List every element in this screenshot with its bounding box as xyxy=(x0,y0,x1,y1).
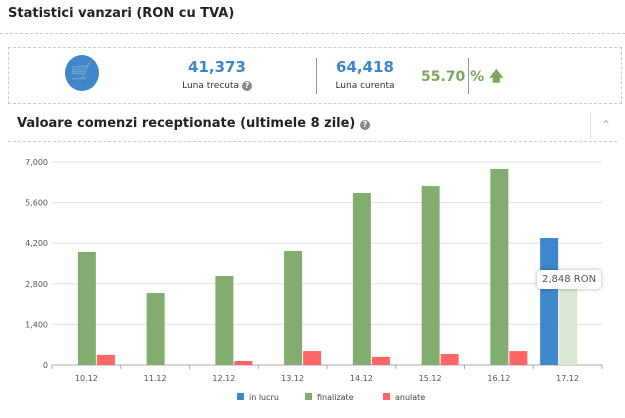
change-value: 55.70 % xyxy=(421,69,485,85)
y-tick-label: 1,400 xyxy=(25,320,48,329)
last-month-stat: 41,373 Luna trecuta ? xyxy=(157,58,277,91)
legend-swatch xyxy=(237,393,244,400)
x-tick-label: 14.12 xyxy=(350,374,373,383)
separator xyxy=(316,58,317,94)
section-title: Valoare comenzi receptionate (ultimele 8… xyxy=(17,116,370,131)
bar-finalizate xyxy=(559,282,578,365)
bar-finalizate xyxy=(146,293,165,365)
section-title-text: Valoare comenzi receptionate (ultimele 8… xyxy=(17,116,356,131)
y-tick-label: 7,000 xyxy=(25,158,48,167)
x-tick-label: 11.12 xyxy=(144,374,167,383)
bar-finalizate xyxy=(421,186,440,365)
current-month-value: 64,418 xyxy=(336,58,394,76)
page-title: Statistici vanzari (RON cu TVA) xyxy=(8,6,235,21)
x-tick-label: 13.12 xyxy=(281,374,304,383)
bar-finalizate xyxy=(215,275,234,365)
separator xyxy=(468,58,469,94)
help-icon[interactable]: ? xyxy=(241,81,252,91)
legend-swatch xyxy=(383,393,390,400)
bar-in-lucru xyxy=(540,237,559,365)
last-month-value: 41,373 xyxy=(188,58,246,76)
y-tick-label: 5,600 xyxy=(25,199,48,208)
bar-finalizate xyxy=(352,193,371,365)
bar-anulate xyxy=(440,353,459,365)
bar-anulate xyxy=(303,351,322,365)
divider xyxy=(0,33,625,34)
x-tick-label: 12.12 xyxy=(212,374,235,383)
x-tick-label: 17.12 xyxy=(556,374,579,383)
bar-anulate xyxy=(234,360,253,365)
bar-finalizate xyxy=(284,251,303,365)
last-month-label: Luna trecuta xyxy=(182,81,240,91)
arrow-up-icon: 🡅 xyxy=(489,69,504,85)
x-tick-label: 16.12 xyxy=(487,374,510,383)
legend-label: in lucru xyxy=(249,393,279,402)
bar-anulate xyxy=(509,351,528,365)
current-month-stat: 64,418 Luna curenta xyxy=(305,58,425,91)
chart-tooltip: 2,848 RON xyxy=(537,270,602,289)
y-tick-label: 4,200 xyxy=(25,239,48,248)
x-tick-label: 10.12 xyxy=(75,374,98,383)
cart-icon: 🛒 xyxy=(65,55,99,91)
y-tick-label: 0 xyxy=(43,361,48,370)
collapse-button[interactable]: ⌃ xyxy=(590,112,621,138)
legend-label: anulate xyxy=(395,393,425,402)
bar-anulate xyxy=(371,356,390,365)
divider xyxy=(8,141,617,142)
bar-anulate xyxy=(96,354,115,365)
change-percent: 55.70 % 🡅 xyxy=(421,66,541,90)
help-icon[interactable]: ? xyxy=(359,120,370,130)
legend-label: finalizate xyxy=(317,393,354,402)
bar-finalizate xyxy=(490,168,509,365)
bar-finalizate xyxy=(77,251,96,365)
x-tick-label: 15.12 xyxy=(419,374,442,383)
y-tick-label: 2,800 xyxy=(25,280,48,289)
current-month-label: Luna curenta xyxy=(335,81,395,91)
legend-swatch xyxy=(305,393,312,400)
stats-panel: 🛒 41,373 Luna trecuta ? 64,418 Luna cure… xyxy=(8,47,622,104)
